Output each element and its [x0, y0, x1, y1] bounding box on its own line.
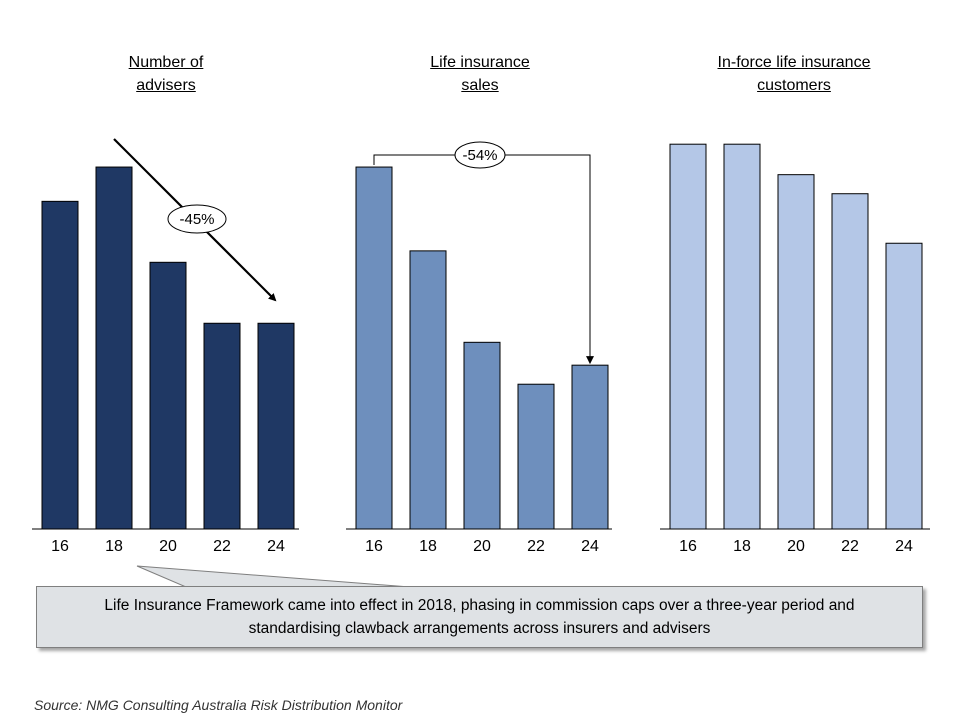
x-tick-label: 24 — [895, 538, 913, 555]
bar — [571, 364, 609, 530]
panel-title-line: sales — [461, 77, 499, 94]
change-label: -45% — [179, 211, 214, 228]
change-badge — [454, 141, 506, 169]
panel-title-sales: Life insurance sales — [350, 51, 610, 97]
x-tick-label: 16 — [51, 538, 69, 555]
x-tick-label: 22 — [841, 538, 859, 555]
bar — [409, 250, 447, 530]
bar — [41, 200, 79, 530]
bar — [777, 174, 815, 530]
x-tick-label: 18 — [733, 538, 751, 555]
x-tick-label: 20 — [159, 538, 177, 555]
callout-pointer — [136, 565, 411, 588]
panel-title-line: customers — [757, 77, 831, 94]
bar — [95, 166, 133, 530]
bar — [669, 143, 707, 530]
source-note: Source: NMG Consulting Australia Risk Di… — [34, 697, 403, 713]
x-tick-label: 22 — [527, 538, 545, 555]
change-label: -54% — [462, 147, 497, 164]
x-tick-label: 18 — [105, 538, 123, 555]
panel-title-customers: In-force life insurance customers — [664, 51, 924, 97]
callout-text: Life Insurance Framework came into effec… — [104, 597, 855, 637]
panel-title-line: In-force life insurance — [717, 54, 871, 71]
x-tick-label: 16 — [365, 538, 383, 555]
bar — [203, 322, 241, 530]
bar — [463, 341, 501, 530]
bar — [885, 242, 923, 530]
x-tick-label: 22 — [213, 538, 231, 555]
x-tick-label: 24 — [581, 538, 599, 555]
x-tick-label: 20 — [787, 538, 805, 555]
x-tick-label: 20 — [473, 538, 491, 555]
bar — [517, 383, 555, 530]
panel-title-line: Number of — [128, 54, 204, 71]
callout-box: Life Insurance Framework came into effec… — [36, 586, 923, 648]
change-bracket — [373, 154, 594, 365]
bar — [257, 322, 295, 530]
panel-title-line: advisers — [136, 77, 196, 94]
bar — [149, 261, 187, 530]
bar — [831, 193, 869, 530]
panel-title-line: Life insurance — [430, 54, 530, 71]
x-tick-label: 16 — [679, 538, 697, 555]
panel-title-advisers: Number of advisers — [36, 51, 296, 97]
x-tick-label: 24 — [267, 538, 285, 555]
bar — [723, 143, 761, 530]
change-badge — [167, 204, 227, 234]
x-tick-label: 18 — [419, 538, 437, 555]
bar — [355, 166, 393, 530]
